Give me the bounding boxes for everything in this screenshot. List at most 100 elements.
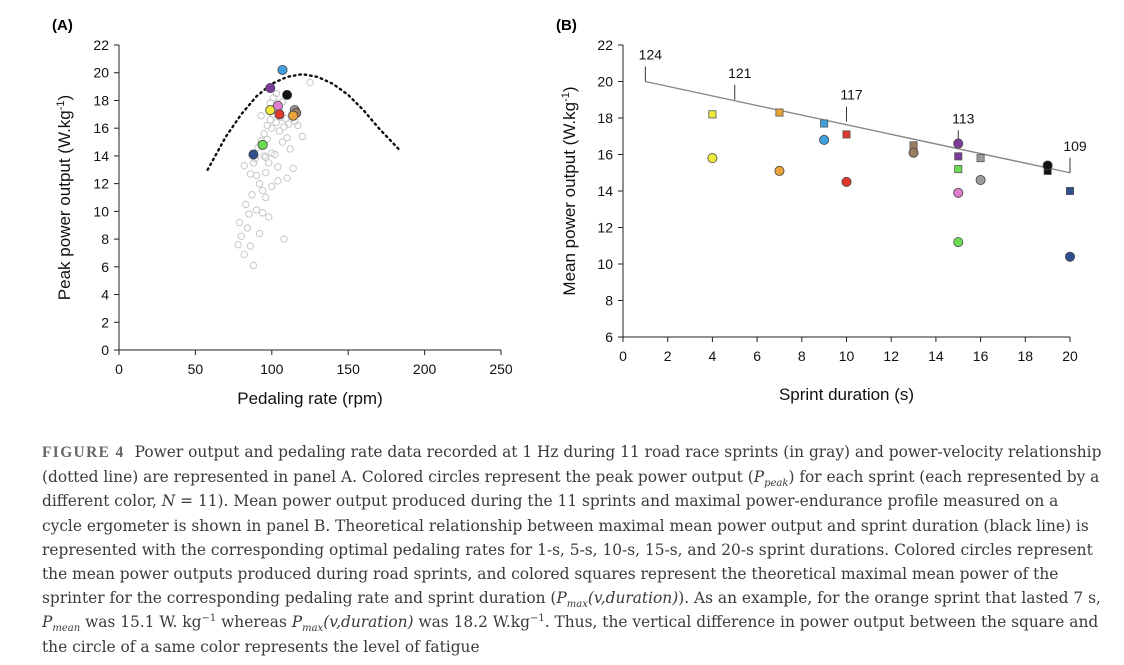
gray-data-point (246, 170, 255, 178)
gray-data-point (255, 229, 264, 238)
mean-power-circle-brown (908, 147, 919, 158)
gray-data-point (261, 193, 270, 202)
x-tick-label: 250 (489, 361, 513, 377)
gray-data-point (284, 120, 293, 128)
panel-label-b: (B) (556, 17, 577, 34)
power-velocity-curve (206, 72, 400, 171)
mean-power-circle-black (1042, 160, 1053, 171)
caption-symbol: P (556, 589, 567, 608)
gray-data-point (274, 163, 282, 171)
gray-data-point (272, 118, 281, 127)
x-axis-label: Pedaling rate (rpm) (237, 389, 383, 408)
x-tick-label: 0 (619, 348, 627, 364)
x-tick-label: 150 (337, 361, 361, 377)
gray-data-point (245, 210, 253, 218)
gray-data-point (271, 150, 279, 159)
caption-text: was 18.2 W.kg (413, 613, 530, 632)
gray-data-point (255, 179, 264, 188)
y-tick-label: 6 (605, 329, 613, 345)
y-tick-label: 14 (597, 183, 613, 199)
gray-data-point (265, 159, 273, 167)
caption-text: ). As an example, for the orange sprint … (678, 589, 1101, 608)
y-tick-label: 14 (93, 148, 109, 164)
pedaling-rate-annotation: 109 (1063, 138, 1087, 154)
y-tick-label: 12 (597, 220, 613, 236)
gray-data-point (286, 145, 294, 153)
gray-data-point (249, 261, 258, 270)
gray-data-point (278, 138, 287, 146)
gray-data-point (249, 159, 258, 167)
gray-data-point (236, 218, 244, 227)
gray-data-point (298, 132, 307, 141)
pedaling-rate-annotation: 121 (728, 65, 752, 81)
pedaling-rate-annotation: 113 (952, 110, 975, 126)
gray-data-point (268, 182, 276, 191)
x-tick-label: 6 (753, 348, 761, 364)
mean-power-circle-yellow (707, 153, 718, 164)
gray-data-point (280, 235, 288, 243)
caption-subscript: max (302, 623, 324, 635)
gray-data-point (272, 89, 281, 98)
gray-data-point (274, 177, 282, 185)
mean-power-circle-green (953, 237, 964, 248)
panel-b-chart: 6 8 10 12 14 16 18 20 22 0 2 4 6 8 10 12 14 16 18 20 Sprint … (560, 37, 1087, 404)
mean-power-circle-gray (975, 175, 986, 186)
caption-text: ) for each sprint (each represented by a… (42, 468, 1100, 511)
gray-data-point (234, 240, 242, 249)
caption-lead: FIGURE 4 (42, 444, 125, 461)
gray-data-point (268, 124, 276, 132)
y-tick-label: 20 (597, 74, 613, 90)
peak-power-circle-blue (277, 64, 288, 75)
y-tick-label: 22 (93, 37, 109, 53)
y-tick-label: 20 (93, 65, 109, 81)
y-tick-label: 18 (93, 92, 109, 108)
gray-data-point (261, 153, 270, 161)
gray-data-point (263, 135, 271, 143)
max-power-square-red (842, 130, 851, 139)
max-power-square-blue (820, 119, 829, 128)
caption-symbol: N (161, 492, 176, 511)
panel-label-a: (A) (52, 17, 73, 34)
y-tick-label: 16 (93, 120, 109, 136)
gray-data-point (240, 161, 248, 170)
caption-superscript: −1 (201, 613, 217, 625)
max-power-square-navy (1066, 186, 1075, 195)
gray-data-point (283, 134, 291, 142)
x-tick-label: 2 (664, 348, 672, 364)
mean-power-circle-blue (819, 134, 830, 145)
gray-data-point (306, 78, 314, 87)
peak-power-circle-navy (248, 149, 259, 160)
gray-data-point (252, 206, 261, 214)
max-power-square-gray (976, 154, 985, 163)
max-power-duration-line (645, 80, 1071, 174)
y-tick-label: 6 (101, 259, 109, 275)
caption-text: was 15.1 W. kg (80, 613, 202, 632)
caption-subscript: max (566, 599, 588, 611)
x-tick-label: 12 (883, 348, 899, 364)
peak-power-circle-orange (288, 110, 299, 121)
gray-data-point (258, 186, 267, 195)
y-axis-label: Mean power output (W.kg-1) (560, 86, 579, 295)
mean-power-circle-pink (953, 187, 964, 198)
x-tick-label: 20 (1062, 348, 1078, 364)
caption-text: . Thus, the vertical difference in power… (42, 613, 1099, 656)
pedaling-rate-annotation: 117 (840, 87, 863, 103)
mean-power-circle-red (841, 176, 852, 187)
y-tick-label: 12 (93, 176, 109, 192)
gray-data-point (289, 164, 297, 173)
x-tick-label: 10 (839, 348, 855, 364)
gray-data-point (265, 213, 273, 221)
gray-data-point (266, 116, 274, 124)
caption-symbol: P (291, 613, 303, 632)
caption-symbol: P (753, 468, 765, 487)
y-tick-label: 22 (597, 37, 613, 53)
pedaling-rate-annotation: 124 (639, 47, 663, 63)
gray-data-point (258, 209, 267, 217)
gray-data-point (260, 152, 268, 160)
gray-data-point (240, 250, 248, 259)
gray-data-point (260, 130, 268, 138)
peak-power-circle-yellow (265, 105, 276, 116)
max-power-square-orange (775, 108, 784, 117)
mean-power-circle-navy (1065, 251, 1076, 262)
caption-symbol: (v,duration) (587, 589, 679, 608)
